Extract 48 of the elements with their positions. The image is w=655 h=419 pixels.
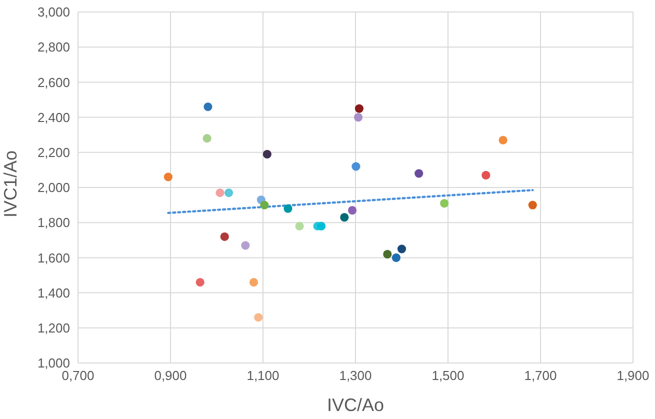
point <box>392 253 400 262</box>
point <box>482 170 490 180</box>
point <box>196 278 204 287</box>
y-tick-label: 2,600 <box>37 74 70 90</box>
y-tick-label: 1,600 <box>37 250 70 266</box>
point <box>249 278 258 287</box>
point <box>262 150 272 158</box>
point <box>254 313 263 322</box>
point <box>440 198 449 208</box>
y-tick-label: 2,200 <box>37 145 70 160</box>
x-tick-label: 1,500 <box>432 368 464 384</box>
point <box>383 250 392 258</box>
point <box>216 188 224 198</box>
x-axis-title: IVC/Ao <box>326 395 384 415</box>
point <box>224 188 234 198</box>
y-tick-label: 1,000 <box>37 356 70 371</box>
point <box>352 162 360 171</box>
point <box>202 134 212 143</box>
y-tick-label: 2,400 <box>37 110 70 125</box>
point <box>284 204 292 213</box>
point <box>164 172 172 182</box>
point <box>260 200 269 210</box>
point <box>220 232 229 241</box>
point <box>414 169 424 178</box>
x-tick-label: 0,900 <box>154 368 187 384</box>
y-tick-label: 2,000 <box>37 180 70 196</box>
y-tick-label: 1,200 <box>37 320 70 336</box>
x-tick-label: 0,700 <box>62 368 94 384</box>
point <box>354 113 363 122</box>
point <box>241 241 250 250</box>
point <box>397 244 406 254</box>
point <box>498 136 508 144</box>
point <box>316 222 326 230</box>
point <box>340 213 349 222</box>
point <box>354 104 364 113</box>
point <box>204 102 212 112</box>
x-tick-label: 1,300 <box>339 368 372 384</box>
point <box>348 206 357 215</box>
x-tick-label: 1,700 <box>524 368 557 384</box>
x-tick-label: 1,900 <box>616 368 650 384</box>
point <box>295 222 304 230</box>
y-tick-label: 2,800 <box>37 40 70 55</box>
x-tick-label: 1,100 <box>246 368 280 384</box>
y-axis-title: IVC1/Ao <box>0 150 20 218</box>
y-tick-label: 3,000 <box>37 4 70 20</box>
y-tick-label: 1,400 <box>37 285 70 300</box>
point <box>528 200 537 210</box>
y-tick-label: 1,800 <box>37 215 70 230</box>
